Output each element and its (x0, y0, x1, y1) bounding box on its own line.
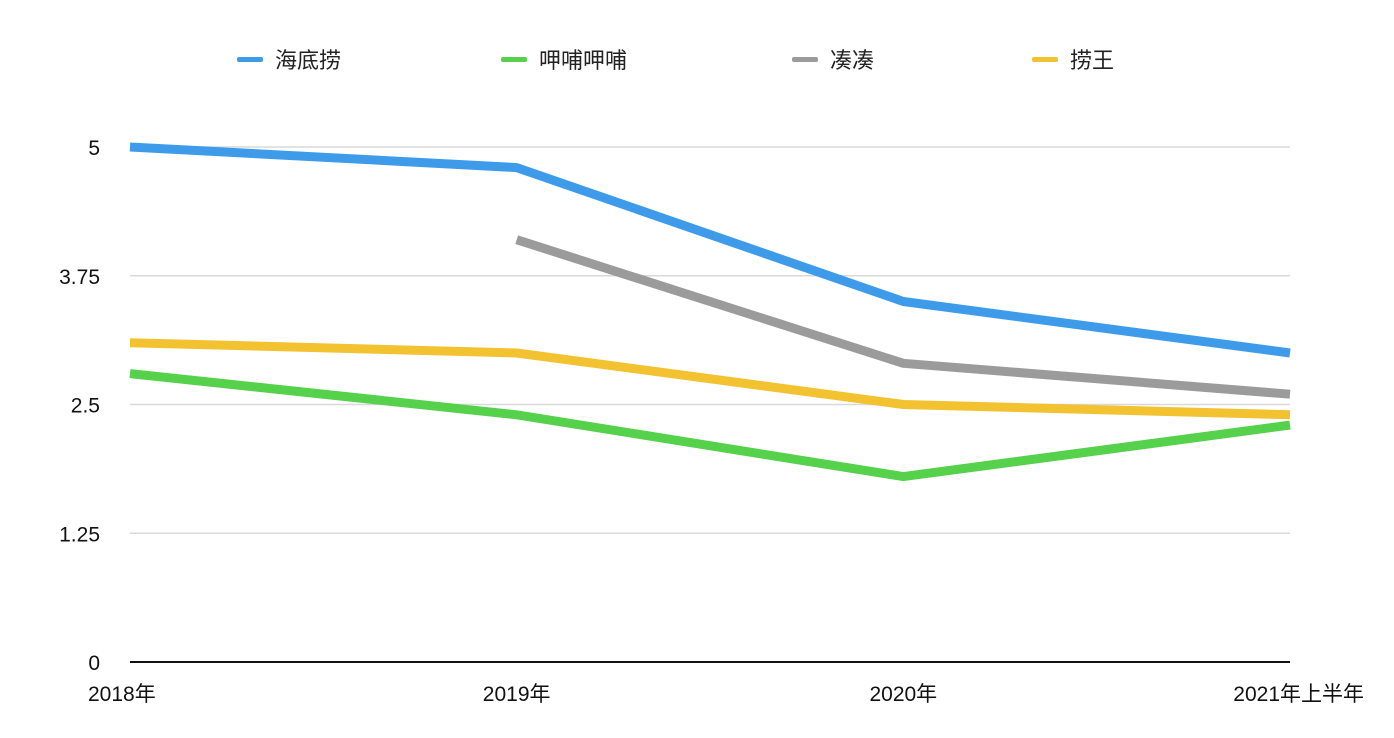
legend-swatch-haidilao (237, 56, 263, 62)
y-tick-label-0: 0 (88, 652, 100, 675)
legend-item-xiabuxiabu: 呷哺呷哺 (501, 44, 627, 74)
series-line-0 (129, 142, 1291, 358)
y-tick-label-2: 2.5 (71, 395, 100, 418)
legend-label-haidilao: 海底捞 (275, 48, 342, 73)
series-line-1 (129, 369, 1291, 482)
legend-swatch-xiabuxiabu (501, 56, 527, 62)
legend-label-coucou: 凑凑 (830, 48, 875, 73)
y-tick-label-1: 1.25 (59, 523, 100, 546)
legend-item-coucou: 凑凑 (792, 44, 874, 74)
legend: 海底捞 呷哺呷哺 凑凑 捞王 (0, 44, 1394, 74)
y-tick-label-4: 5 (88, 137, 100, 160)
legend-item-laowang: 捞王 (1032, 44, 1114, 74)
x-tick-label-1: 2019年 (483, 683, 551, 706)
legend-item-haidilao: 海底捞 (237, 44, 341, 74)
series-line-3 (129, 338, 1291, 420)
series-line-2 (515, 235, 1291, 399)
y-tick-label-3: 3.75 (59, 266, 100, 289)
legend-swatch-laowang (1032, 56, 1058, 62)
x-tick-label-2: 2020年 (869, 683, 937, 706)
x-tick-label-0: 2018年 (88, 683, 156, 706)
legend-swatch-coucou (792, 56, 818, 62)
x-tick-label-3: 2021年上半年 (1233, 683, 1364, 706)
legend-label-xiabuxiabu: 呷哺呷哺 (539, 48, 628, 73)
legend-label-laowang: 捞王 (1070, 48, 1115, 73)
